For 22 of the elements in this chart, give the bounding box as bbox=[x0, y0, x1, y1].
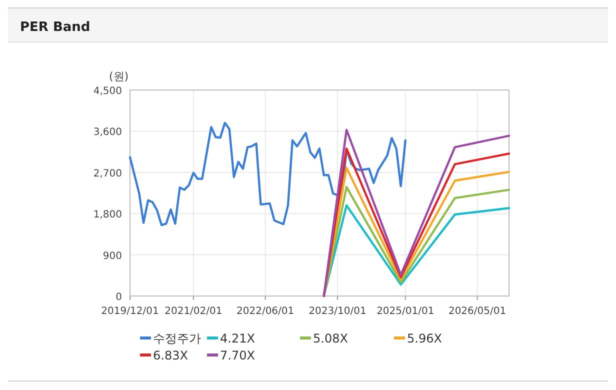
legend-label: 6.83X bbox=[153, 348, 188, 362]
y-tick-label: 900 bbox=[102, 250, 122, 262]
x-tick-label: 2026/05/01 bbox=[448, 306, 506, 317]
legend-label: 4.21X bbox=[220, 332, 255, 346]
legend-label: 7.70X bbox=[220, 348, 255, 362]
legend-label: 수정주가 bbox=[153, 332, 201, 346]
x-tick-label: 2019/12/01 bbox=[101, 306, 159, 317]
legend-label: 5.08X bbox=[313, 332, 348, 346]
x-tick-label: 2023/10/01 bbox=[308, 306, 366, 317]
y-tick-label: 4,500 bbox=[93, 86, 122, 97]
legend-label: 5.96X bbox=[407, 332, 442, 346]
y-tick-label: 1,800 bbox=[93, 210, 122, 221]
chart-title: PER Band bbox=[20, 20, 90, 35]
y-tick-label: 2,700 bbox=[93, 168, 122, 180]
x-tick-label: 2021/02/01 bbox=[164, 306, 222, 317]
x-tick-label: 2022/06/01 bbox=[236, 306, 294, 317]
line-series bbox=[322, 204, 510, 298]
y-tick-label: 3,600 bbox=[93, 127, 122, 138]
x-tick-label: 2025/01/01 bbox=[376, 306, 434, 317]
y-axis-title: (원) bbox=[109, 70, 129, 83]
line-series bbox=[128, 122, 406, 226]
y-tick-label: 0 bbox=[116, 292, 122, 303]
